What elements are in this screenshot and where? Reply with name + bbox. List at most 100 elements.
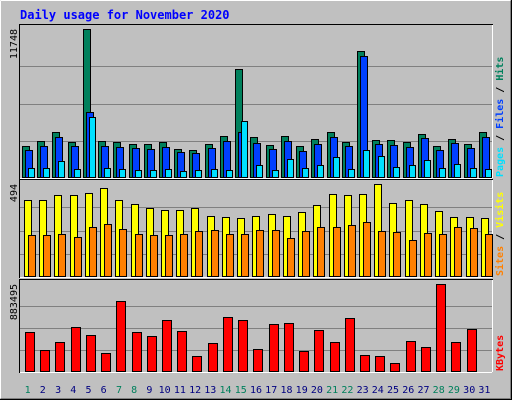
x-tick-label-day-3: 3 (55, 385, 61, 396)
bar-sites-day-8 (135, 234, 143, 277)
bar-kbytes-day-4 (71, 327, 81, 372)
bar-kbytes-day-29 (451, 342, 461, 372)
x-tick-label-day-21: 21 (326, 385, 338, 396)
legend: KBytes (495, 335, 506, 371)
bar-kbytes-day-17 (269, 324, 279, 372)
legend-entry-sites: Sites (494, 246, 506, 276)
x-tick-label-day-6: 6 (101, 385, 107, 396)
bar-kbytes-day-8 (132, 332, 142, 372)
bar-pages-day-1 (28, 168, 35, 178)
legend-entry-kbytes: KBytes (495, 335, 506, 371)
bar-kbytes-day-3 (55, 342, 65, 372)
bar-pages-day-13 (211, 169, 218, 178)
bar-pages-day-8 (135, 170, 142, 178)
bar-sites-day-7 (119, 229, 127, 277)
bar-pages-day-25 (393, 167, 400, 178)
bar-pages-day-4 (74, 169, 81, 178)
bar-sites-day-29 (454, 227, 462, 277)
x-tick-label-day-24: 24 (372, 385, 384, 396)
bar-pages-day-5 (89, 117, 96, 178)
bar-sites-day-25 (393, 232, 401, 277)
bar-kbytes-day-9 (147, 336, 157, 372)
bar-sites-day-26 (409, 240, 417, 277)
bar-pages-day-20 (317, 165, 324, 178)
bar-kbytes-day-21 (330, 342, 340, 372)
bar-kbytes-day-18 (284, 323, 294, 372)
x-tick-label-day-25: 25 (387, 385, 399, 396)
bar-sites-day-21 (333, 227, 341, 277)
bar-sites-day-17 (272, 230, 280, 277)
chart-panels: 11748 Pages / Files / Hits 494 Sites / Visi… (9, 24, 506, 373)
legend-separator: / (495, 81, 506, 99)
bar-kbytes-day-7 (116, 301, 126, 372)
x-tick-label-day-8: 8 (131, 385, 137, 396)
bar-pages-day-21 (333, 157, 340, 178)
bar-sites-day-23 (363, 222, 371, 277)
bar-sites-day-16 (256, 230, 264, 277)
bar-sites-day-27 (424, 233, 432, 277)
bar-sites-day-6 (104, 224, 112, 277)
bar-pages-day-6 (104, 168, 111, 178)
x-axis-labels: 1 2 3 4 5 6 7 8 9 10 11 12 13 14 15 16 17 18 19 20 21 22 23 24 2… (25, 385, 491, 396)
visits-sites-panel: 494 Sites / Visits (9, 179, 506, 278)
bar-sites-day-20 (317, 227, 325, 277)
bar-kbytes-day-24 (375, 356, 385, 372)
bar-kbytes-day-1 (25, 332, 35, 372)
bar-sites-day-12 (195, 231, 203, 277)
bar-pages-day-27 (424, 160, 431, 178)
chart-title: Daily usage for November 2020 (20, 8, 230, 22)
bar-pages-day-26 (409, 165, 416, 178)
x-tick-label-day-15: 15 (235, 385, 247, 396)
bar-sites-day-1 (28, 235, 36, 277)
bar-sites-day-11 (180, 234, 188, 277)
y-axis-max-label: 11748 (9, 29, 20, 59)
bar-kbytes-day-23 (360, 355, 370, 372)
legend-entry-hits: Hits (494, 57, 506, 81)
x-tick-label-day-19: 19 (296, 385, 308, 396)
bar-pages-day-3 (58, 161, 65, 178)
bar-sites-day-22 (348, 225, 356, 277)
x-tick-label-day-10: 10 (159, 385, 171, 396)
bar-pages-day-9 (150, 170, 157, 178)
bar-kbytes-day-30 (467, 329, 477, 372)
bar-kbytes-day-15 (238, 320, 248, 372)
bar-kbytes-day-14 (223, 317, 233, 372)
legend-separator: / (495, 129, 506, 147)
bar-pages-day-17 (272, 170, 279, 178)
bar-sites-day-24 (378, 231, 386, 277)
bar-sites-day-30 (470, 228, 478, 277)
bar-kbytes-day-28 (436, 284, 446, 372)
x-tick-label-day-23: 23 (357, 385, 369, 396)
bar-pages-day-7 (119, 169, 126, 178)
x-tick-label-day-26: 26 (402, 385, 414, 396)
bar-kbytes-day-13 (208, 343, 218, 372)
bar-kbytes-day-10 (162, 320, 172, 372)
legend-entry-pages: Pages (495, 147, 506, 177)
bar-kbytes-day-12 (192, 356, 202, 372)
x-tick-label-day-31: 31 (478, 385, 490, 396)
bar-sites-day-14 (226, 234, 234, 277)
bar-pages-day-23 (363, 150, 370, 178)
bar-pages-day-10 (165, 169, 172, 178)
x-tick-label-day-22: 22 (341, 385, 353, 396)
bar-pages-day-18 (287, 159, 294, 178)
bar-sites-day-10 (165, 235, 173, 277)
bar-pages-day-31 (485, 169, 492, 178)
bar-pages-day-24 (378, 156, 385, 178)
x-tick-label-day-27: 27 (417, 385, 429, 396)
x-tick-label-day-1: 1 (25, 385, 31, 396)
x-tick-label-day-7: 7 (116, 385, 122, 396)
bar-sites-day-31 (485, 234, 493, 277)
x-tick-label-day-14: 14 (219, 385, 231, 396)
x-tick-label-day-12: 12 (189, 385, 201, 396)
x-tick-label-day-30: 30 (463, 385, 475, 396)
bar-pages-day-14 (226, 170, 233, 178)
bar-kbytes-day-19 (299, 351, 309, 372)
bar-sites-day-28 (439, 234, 447, 277)
hits-files-pages-panel: 11748 Pages / Files / Hits (9, 24, 506, 179)
x-tick-label-day-4: 4 (70, 385, 76, 396)
bar-sites-day-19 (302, 231, 310, 277)
bar-pages-day-29 (454, 164, 461, 178)
bar-pages-day-19 (302, 168, 309, 178)
legend: Pages / Files / Hits (494, 57, 506, 177)
